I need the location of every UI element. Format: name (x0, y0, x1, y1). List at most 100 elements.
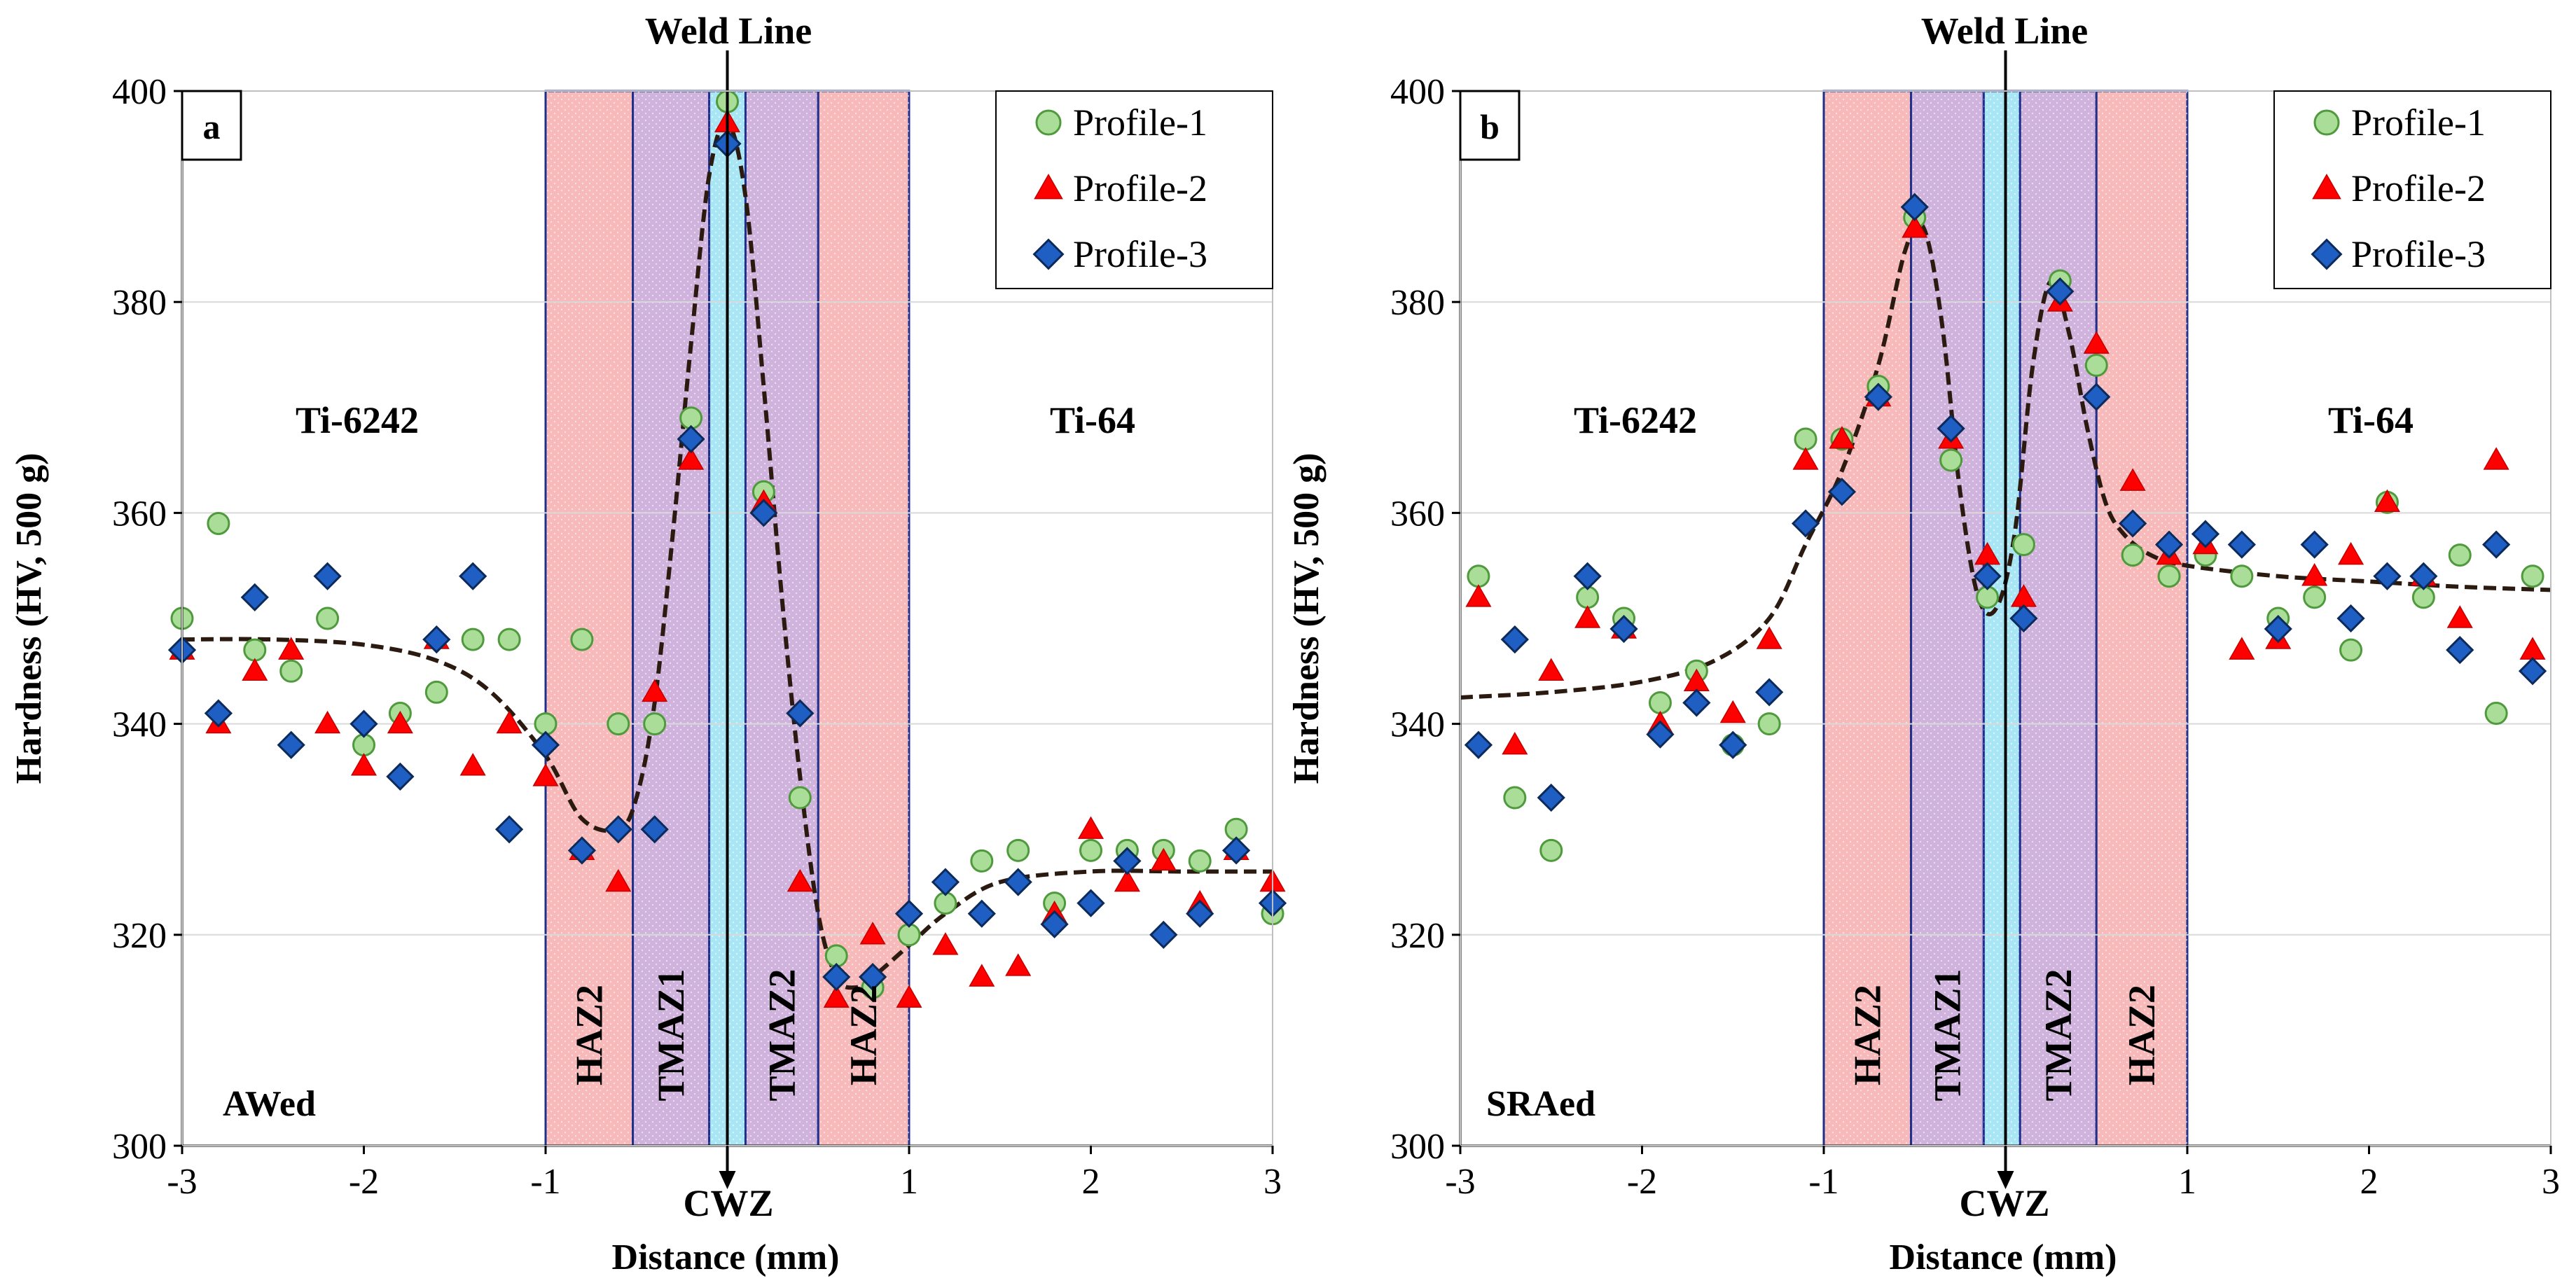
legend-label: Profile-1 (2351, 102, 2486, 144)
profile-1-point (2230, 564, 2254, 588)
profile-3-point (531, 730, 560, 759)
profile-3-point (349, 709, 378, 738)
profile-1-point (788, 786, 812, 810)
x-tick-label: 2 (1082, 1162, 1100, 1202)
y-axis-label: Hardness (HV, 500 g) (9, 453, 49, 784)
profile-3-point (240, 583, 269, 612)
profile-3-point (2227, 530, 2256, 559)
points-a (167, 90, 1287, 1008)
profile-3-point (1076, 889, 1105, 917)
legend-label: Profile-3 (1073, 233, 1207, 275)
left-material-label: Ti-6242 (296, 399, 419, 441)
y-tick-label: 380 (1390, 283, 1445, 323)
profile-2-point (2301, 562, 2328, 586)
x-tick-label: 3 (2542, 1162, 2560, 1202)
profile-2-point (1077, 816, 1105, 839)
zone-texture (2096, 91, 2187, 1146)
profile-2-point (787, 868, 813, 892)
profile-2-point (823, 985, 850, 1008)
profile-3-point (1646, 720, 1675, 749)
profile-1-point (2303, 585, 2327, 609)
ticks-b: 300 320 340 360 380 400 -3 -2 -1 1 2 3 (1390, 72, 2560, 1202)
zone-texture (1824, 91, 1911, 1146)
profile-2-point (387, 710, 413, 734)
zone-texture (546, 91, 633, 1146)
panel-label: a (203, 107, 221, 146)
profile-3-point (2518, 657, 2547, 686)
panel-label-box: a (181, 90, 242, 161)
profile-1-point (2011, 533, 2035, 557)
y-tick-label: 340 (1390, 705, 1445, 745)
fit-b (1460, 221, 2551, 700)
x-axis-label: Distance (mm) (1890, 1237, 2117, 1277)
profile-3-point (2336, 604, 2365, 633)
profile-3-point (1004, 868, 1032, 896)
ticks-a: 300 320 340 360 380 400 -3 -2 -1 1 2 3 (112, 72, 1282, 1202)
profile-2-point (2338, 541, 2364, 565)
y-axis-label: Hardness (HV, 500 g) (1287, 453, 1327, 784)
profile-2-point (605, 868, 632, 892)
profile-3-point (640, 815, 669, 844)
points-b (1464, 193, 2547, 862)
profile-3-point (2191, 520, 2220, 548)
profile-3-point (422, 625, 451, 654)
x-tick-label: 1 (900, 1162, 918, 1202)
profile-1-point (2121, 543, 2145, 567)
legend-label: Profile-3 (2351, 233, 2486, 275)
profile-3-point (313, 562, 342, 590)
profile-1-point (316, 606, 340, 630)
condition-label: AWed (223, 1084, 316, 1124)
profile-3-point (786, 699, 815, 728)
profile-3-point (2009, 604, 2038, 633)
profile-2-point (1719, 700, 1746, 723)
profile-2-point (1538, 658, 1565, 681)
legend-b: Profile-1 Profile-2 Profile-3 (2273, 90, 2551, 289)
profile-3-point (2082, 382, 2111, 411)
profile-3-point (2154, 530, 2184, 559)
profile-3-point (1113, 847, 1142, 875)
profile-3-point (1682, 688, 1711, 717)
x-tick-label: 3 (1263, 1162, 1282, 1202)
zone-label: TMAZ2 (2037, 969, 2079, 1102)
profile-3-point (1937, 414, 1965, 443)
panel-a: HAZ2 TMAZ1 TMAZ2 HAZ2 300 320 340 360 380 400 -3 -… (9, 10, 1287, 1277)
zone-label: TMAZ2 (761, 969, 803, 1102)
profile-2-point (1502, 731, 1528, 755)
cwz-label: CWZ (1959, 1182, 2049, 1224)
x-axis-label: Distance (mm) (612, 1237, 840, 1277)
profile-3-point (2264, 614, 2292, 644)
profile-2-point (2083, 331, 2110, 354)
profile-1-point (643, 712, 667, 736)
x-tick-label: -3 (167, 1162, 197, 1202)
y-tick-label: 300 (1390, 1127, 1445, 1167)
zone-label: TMAZ1 (650, 969, 692, 1102)
profile-2-point (1574, 605, 1601, 628)
profile-2-point (532, 763, 559, 786)
profile-2-point (459, 753, 486, 776)
legend-label: Profile-2 (2351, 167, 2486, 209)
profile-3-point (2446, 636, 2474, 665)
y-tick-label: 400 (1390, 72, 1445, 112)
profile-3-point (749, 499, 778, 527)
profile-3-point (2373, 562, 2402, 590)
right-material-label: Ti-64 (2328, 399, 2414, 441)
profile-2-point (896, 985, 922, 1008)
profile-3-point (1973, 562, 2002, 590)
profile-3-point (494, 815, 524, 844)
panel-label-box: b (1459, 90, 1521, 161)
zones-b (1822, 90, 2189, 1147)
profile-1-point (1539, 838, 1563, 862)
profile-1-point (1794, 427, 1817, 451)
profile-3-point (386, 762, 415, 791)
profile-2-point (932, 932, 959, 955)
profile-2-point (1902, 215, 1928, 238)
profile-2-point (1829, 426, 1855, 449)
profile-2-point (1150, 847, 1177, 871)
profile-2-point (2119, 468, 2146, 491)
legend-profile-3-icon (1032, 238, 1065, 270)
profile-3-point (2119, 509, 2147, 538)
profile-3-point (1864, 382, 1892, 411)
profile-1-point (2448, 543, 2472, 567)
right-material-label: Ti-64 (1050, 399, 1135, 441)
profile-2-point (1756, 626, 1782, 649)
